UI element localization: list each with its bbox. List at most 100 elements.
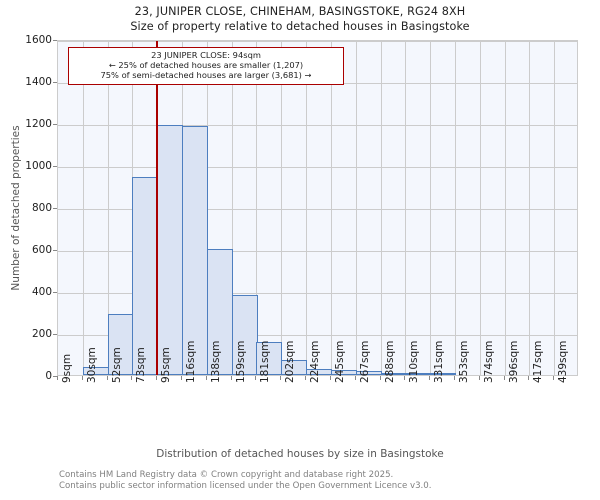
gridline-x-14 xyxy=(405,41,406,375)
y-tick-mark-800 xyxy=(53,208,57,209)
x-tick-mark-116sqm xyxy=(181,376,182,380)
y-axis-ticks: 0 200 400 600 800 1000 1200 1400 1600 xyxy=(4,0,52,500)
x-tick-label-245sqm: 245sqm xyxy=(334,340,346,383)
x-tick-label-159sqm: 159sqm xyxy=(235,340,247,383)
y-tick-label-1000: 1000 xyxy=(25,160,52,172)
y-tick-mark-0 xyxy=(53,376,57,377)
gridline-x-8 xyxy=(256,41,257,375)
x-tick-label-331sqm: 331sqm xyxy=(433,340,445,383)
x-tick-label-288sqm: 288sqm xyxy=(384,340,396,383)
page-title: 23, JUNIPER CLOSE, CHINEHAM, BASINGSTOKE… xyxy=(134,5,466,18)
x-tick-label-417sqm: 417sqm xyxy=(532,340,544,383)
x-tick-label-95sqm: 95sqm xyxy=(160,347,172,383)
y-tick-mark-400 xyxy=(53,292,57,293)
x-tick-mark-288sqm xyxy=(380,376,381,380)
y-tick-label-600: 600 xyxy=(31,244,52,256)
x-tick-mark-138sqm xyxy=(206,376,207,380)
x-tick-label-9sqm: 9sqm xyxy=(61,353,73,383)
gridline-x-13 xyxy=(381,41,382,375)
y-tick-label-1600: 1600 xyxy=(25,34,52,46)
footer-line-2: Contains public sector information licen… xyxy=(59,480,432,491)
gridline-x-2 xyxy=(108,41,109,375)
x-tick-label-310sqm: 310sqm xyxy=(408,340,420,383)
x-tick-mark-353sqm xyxy=(454,376,455,380)
x-tick-mark-439sqm xyxy=(553,376,554,380)
gridline-x-17 xyxy=(480,41,481,375)
gridline-x-10 xyxy=(306,41,307,375)
x-tick-mark-417sqm xyxy=(528,376,529,380)
x-tick-label-30sqm: 30sqm xyxy=(86,347,98,383)
y-tick-label-1200: 1200 xyxy=(25,118,52,130)
bar-202sqm xyxy=(281,360,307,375)
x-tick-mark-95sqm xyxy=(156,376,157,380)
x-tick-label-353sqm: 353sqm xyxy=(458,340,470,383)
gridline-x-20 xyxy=(554,41,555,375)
x-tick-mark-181sqm xyxy=(255,376,256,380)
annotation-line-2: ← 25% of detached houses are smaller (1,… xyxy=(108,60,304,71)
bar-73sqm xyxy=(132,176,158,375)
gridline-x-12 xyxy=(356,41,357,375)
x-tick-mark-30sqm xyxy=(82,376,83,380)
bar-116sqm xyxy=(182,126,208,375)
gridline-y-200 xyxy=(58,335,577,336)
x-tick-label-396sqm: 396sqm xyxy=(508,340,520,383)
y-tick-mark-1400 xyxy=(53,82,57,83)
y-tick-label-0: 0 xyxy=(45,370,52,382)
bar-52sqm xyxy=(108,314,134,375)
y-tick-label-200: 200 xyxy=(31,328,52,340)
bar-159sqm xyxy=(232,295,258,375)
x-tick-label-374sqm: 374sqm xyxy=(483,340,495,383)
gridline-y-800 xyxy=(58,209,577,210)
y-tick-mark-1600 xyxy=(53,40,57,41)
x-tick-label-202sqm: 202sqm xyxy=(284,340,296,383)
x-axis-label: Distribution of detached houses by size … xyxy=(156,448,444,460)
x-tick-mark-310sqm xyxy=(404,376,405,380)
x-tick-label-267sqm: 267sqm xyxy=(359,340,371,383)
x-tick-mark-267sqm xyxy=(355,376,356,380)
gridline-x-15 xyxy=(430,41,431,375)
x-tick-mark-396sqm xyxy=(504,376,505,380)
bar-331sqm xyxy=(430,373,456,375)
gridline-x-18 xyxy=(505,41,506,375)
y-tick-label-1400: 1400 xyxy=(25,76,52,88)
chart-title-block: 23, JUNIPER CLOSE, CHINEHAM, BASINGSTOKE… xyxy=(0,4,600,34)
footer-line-1: Contains HM Land Registry data © Crown c… xyxy=(59,470,394,480)
plot-area xyxy=(57,40,578,376)
gridline-y-400 xyxy=(58,293,577,294)
x-tick-label-52sqm: 52sqm xyxy=(111,347,123,383)
x-tick-label-224sqm: 224sqm xyxy=(309,340,321,383)
gridline-x-7 xyxy=(232,41,233,375)
gridline-x-9 xyxy=(281,41,282,375)
x-tick-mark-202sqm xyxy=(280,376,281,380)
x-tick-mark-159sqm xyxy=(231,376,232,380)
y-tick-mark-200 xyxy=(53,334,57,335)
x-tick-mark-73sqm xyxy=(131,376,132,380)
x-tick-mark-331sqm xyxy=(429,376,430,380)
x-tick-label-181sqm: 181sqm xyxy=(259,340,271,383)
gridline-y-1000 xyxy=(58,167,577,168)
attribution-footer: Contains HM Land Registry data © Crown c… xyxy=(59,470,579,491)
x-tick-mark-224sqm xyxy=(305,376,306,380)
x-tick-label-439sqm: 439sqm xyxy=(557,340,569,383)
y-tick-label-800: 800 xyxy=(31,202,52,214)
chart-subtitle: Size of property relative to detached ho… xyxy=(130,20,470,33)
gridline-x-11 xyxy=(331,41,332,375)
gridline-x-19 xyxy=(529,41,530,375)
y-tick-mark-1000 xyxy=(53,166,57,167)
property-marker-line xyxy=(156,41,158,375)
gridline-y-600 xyxy=(58,251,577,252)
gridline-y-1600 xyxy=(58,41,577,42)
gridline-x-16 xyxy=(455,41,456,375)
gridline-x-1 xyxy=(83,41,84,375)
annotation-line-3: 75% of semi-detached houses are larger (… xyxy=(100,70,312,81)
x-tick-mark-374sqm xyxy=(479,376,480,380)
x-tick-label-116sqm: 116sqm xyxy=(185,340,197,383)
annotation-line-1: 23 JUNIPER CLOSE: 94sqm xyxy=(151,50,261,60)
x-tick-label-73sqm: 73sqm xyxy=(135,347,147,383)
property-annotation-box: 23 JUNIPER CLOSE: 94sqm ← 25% of detache… xyxy=(68,47,344,85)
y-tick-mark-600 xyxy=(53,250,57,251)
bar-95sqm xyxy=(157,125,183,375)
x-tick-mark-52sqm xyxy=(107,376,108,380)
x-tick-mark-245sqm xyxy=(330,376,331,380)
